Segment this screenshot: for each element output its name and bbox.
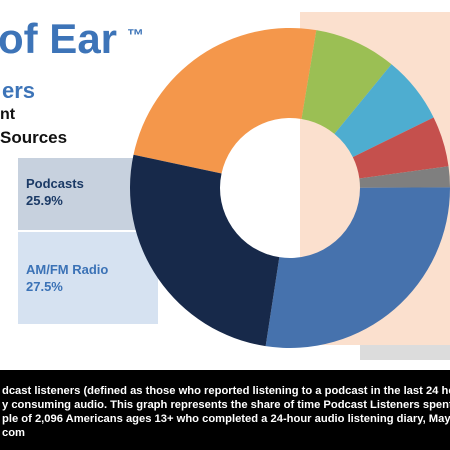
subtitle-line-1: nt [0, 106, 16, 123]
donut-slice-1 [133, 28, 317, 174]
trademark-symbol: ™ [127, 26, 144, 45]
title-line-1: of Ear [0, 15, 118, 62]
right-gray-band [360, 345, 450, 360]
footer-line-3: ple of 2,096 Americans ages 13+ who comp… [2, 413, 450, 425]
amfm-label-box: AM/FM Radio 27.5% [18, 232, 158, 324]
donut-slice-2 [301, 30, 392, 134]
donut-slice-5 [359, 166, 450, 188]
subtitle-line-2: Sources [0, 128, 68, 147]
footer-line-4: com [2, 427, 26, 439]
podcasts-value: 25.9% [26, 193, 63, 208]
title-line-2: ers [2, 78, 36, 103]
donut-slice-4 [352, 117, 449, 179]
donut-slice-3 [334, 64, 434, 158]
donut-slice-am-fm-radio [265, 187, 450, 349]
amfm-label: AM/FM Radio [26, 262, 109, 277]
podcasts-label: Podcasts [26, 176, 84, 191]
donut-slice-podcasts [129, 154, 280, 347]
footer-line-1: dcast listeners (defined as those who re… [2, 385, 450, 397]
footer-line-2: y consuming audio. This graph represents… [2, 399, 450, 411]
footer-notes: dcast listeners (defined as those who re… [0, 370, 450, 450]
amfm-value: 27.5% [26, 279, 63, 294]
